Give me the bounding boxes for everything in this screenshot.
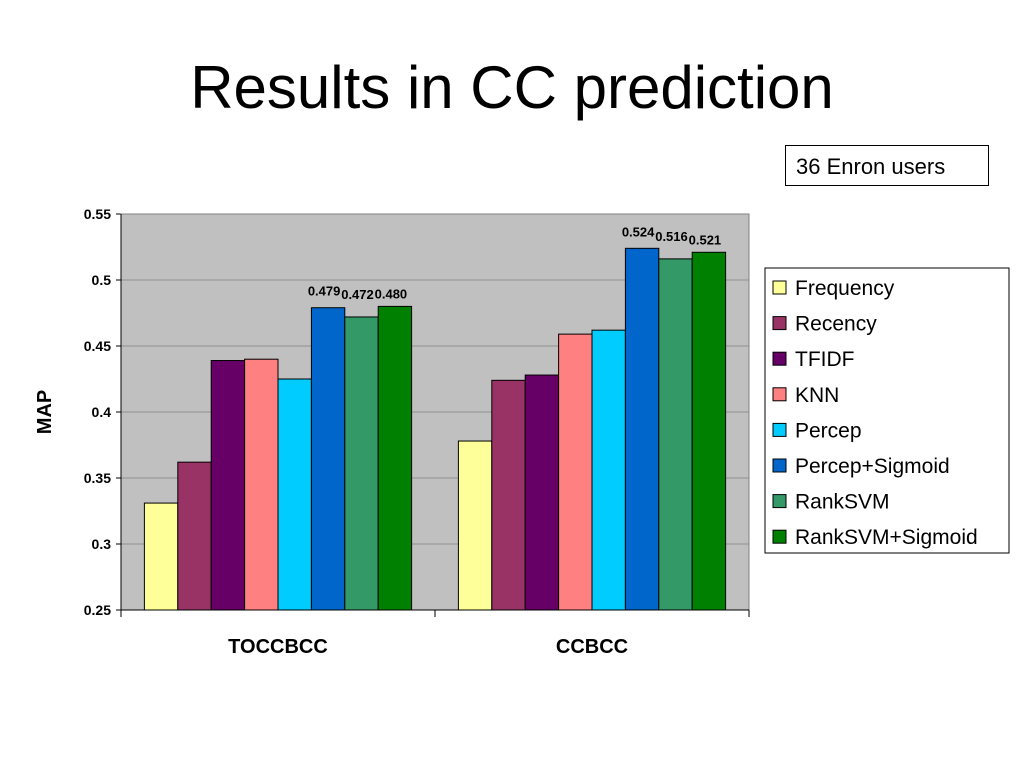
legend-swatch <box>772 387 787 402</box>
legend-swatch <box>772 351 787 366</box>
bar <box>344 316 379 611</box>
bar <box>558 333 593 611</box>
bar <box>210 360 246 611</box>
data-label: 0.479 <box>308 284 341 299</box>
y-tick-label: 0.55 <box>84 206 111 222</box>
y-tick-label: 0.3 <box>92 536 112 552</box>
bar <box>377 305 413 611</box>
legend-box <box>764 267 1010 554</box>
data-label: 0.521 <box>689 232 722 247</box>
legend-swatch <box>772 529 787 544</box>
data-label: 0.524 <box>622 224 655 239</box>
legend-label: Frequency <box>795 277 895 300</box>
bar <box>524 374 560 611</box>
bars <box>143 247 727 611</box>
y-tick-label: 0.35 <box>84 470 111 486</box>
legend-label: TFIDF <box>795 348 854 371</box>
data-label: 0.472 <box>341 287 374 302</box>
legend-label: KNN <box>795 384 839 407</box>
legend-swatch <box>772 422 787 437</box>
x-category-label: TOCCBCC <box>228 636 328 658</box>
legend-swatch <box>772 458 787 473</box>
legend-label: Percep <box>795 419 862 442</box>
bar <box>491 379 526 611</box>
bar <box>244 358 279 611</box>
y-tick-label: 0.5 <box>92 272 112 288</box>
legend: Frequency Recency TFIDF KNN Percep Percep+Sig… <box>764 267 1010 554</box>
data-label: 0.480 <box>375 286 408 301</box>
legend-swatch <box>772 316 787 331</box>
legend-label: Percep+Sigmoid <box>795 455 950 478</box>
legend-label: RankSVM+Sigmoid <box>795 526 978 549</box>
bar <box>143 502 179 611</box>
note-box: 36 Enron users <box>785 145 989 186</box>
y-tick-label: 0.25 <box>84 602 111 618</box>
bar <box>624 247 660 611</box>
axes: 0.25 0.3 0.35 0.4 0.45 0.5 0.55 TOCCBCC CCBCC <box>84 206 750 658</box>
y-tick-label: 0.45 <box>84 338 111 354</box>
data-labels: 0.479 0.472 0.480 0.524 0.516 0.521 <box>308 224 721 302</box>
legend-swatch <box>772 494 787 509</box>
legend-swatch <box>772 280 787 295</box>
slide-title: Results in CC prediction <box>190 54 834 121</box>
legend-label: Recency <box>795 313 877 336</box>
y-axis-label: MAP <box>34 390 56 434</box>
bar <box>658 258 693 611</box>
legend-label: RankSVM <box>795 491 890 514</box>
bar <box>591 329 626 611</box>
bar <box>310 307 346 611</box>
bar <box>691 251 727 611</box>
bar <box>457 440 493 611</box>
x-category-label: CCBCC <box>556 636 628 658</box>
data-label: 0.516 <box>655 229 688 244</box>
y-tick-label: 0.4 <box>92 404 112 420</box>
bar <box>177 461 212 611</box>
bar <box>277 378 312 611</box>
